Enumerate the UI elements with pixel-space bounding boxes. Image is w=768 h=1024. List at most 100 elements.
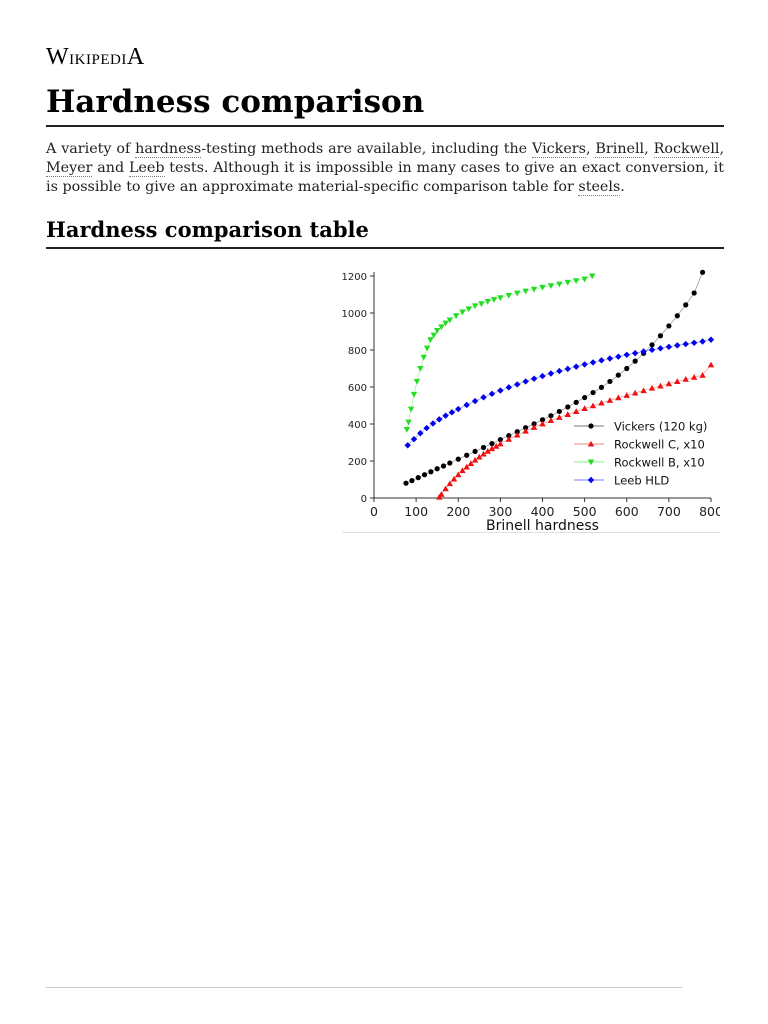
link-hardness[interactable]: hardness	[135, 141, 202, 158]
hardness-comparison-figure[interactable]: 0 100 200 300 400 500 600 700 800 0 200 400 600 800 10…	[342, 262, 723, 534]
figure-divider	[342, 532, 720, 533]
data-point	[465, 306, 472, 313]
link-meyer[interactable]: Meyer	[46, 160, 93, 177]
data-point	[573, 408, 580, 414]
data-point	[436, 416, 443, 423]
data-point	[484, 447, 491, 454]
data-point	[438, 324, 445, 331]
link-steels[interactable]: steels	[578, 179, 621, 196]
intro-text: ,	[585, 141, 596, 157]
data-point	[657, 382, 664, 389]
data-point	[476, 453, 483, 460]
data-point	[428, 469, 434, 475]
data-point	[523, 425, 529, 431]
data-point	[446, 480, 454, 487]
intro-text: A variety of	[46, 141, 136, 157]
data-point	[480, 450, 487, 457]
data-point	[589, 359, 597, 366]
y-tick-label: 1000	[342, 309, 367, 320]
data-point	[590, 389, 596, 396]
data-point	[573, 278, 580, 285]
x-tick-label: 300	[488, 504, 512, 519]
x-tick-label: 700	[657, 504, 681, 519]
data-point	[624, 365, 630, 372]
y-tick-label: 200	[348, 457, 367, 468]
intro-text: ,	[719, 141, 725, 157]
data-point	[440, 463, 447, 469]
data-point	[657, 345, 664, 352]
data-point	[539, 372, 546, 380]
data-point	[404, 442, 411, 449]
data-point	[459, 467, 466, 474]
data-point	[690, 339, 698, 346]
x-tick-label: 600	[615, 504, 639, 519]
legend-marker	[587, 440, 595, 447]
data-point	[514, 290, 521, 297]
page-title: Hardness comparison	[46, 84, 425, 120]
legend-label: Leeb HLD	[614, 474, 669, 488]
y-tick-label: 0	[361, 494, 367, 505]
data-point	[556, 414, 563, 420]
data-point	[522, 427, 529, 434]
data-point	[556, 408, 562, 415]
x-tick-label: 400	[531, 504, 555, 519]
data-point	[691, 290, 697, 296]
intro-text: .	[620, 179, 625, 195]
y-tick-label: 1200	[342, 272, 367, 283]
section-divider	[46, 247, 724, 249]
data-point	[471, 456, 479, 463]
data-point	[682, 376, 689, 382]
data-point	[564, 411, 571, 417]
data-point	[606, 355, 614, 362]
section-heading: Hardness comparison table	[46, 217, 369, 242]
data-point	[497, 387, 504, 394]
data-point	[497, 295, 504, 302]
data-point	[409, 478, 415, 484]
x-tick-label: 500	[573, 504, 597, 519]
data-point	[434, 466, 440, 472]
data-point	[506, 433, 512, 439]
data-point	[429, 420, 437, 427]
data-point	[447, 460, 453, 466]
link-brinell[interactable]: Brinell	[595, 141, 645, 158]
data-point	[505, 435, 512, 442]
legend-label: Rockwell C, x10	[614, 438, 705, 452]
data-point	[615, 394, 622, 401]
data-point	[615, 372, 621, 378]
data-point	[699, 338, 706, 345]
y-tick-label: 800	[348, 346, 367, 357]
link-vickers[interactable]: Vickers	[532, 141, 586, 158]
intro-text: tests. Although it is impossible in many…	[46, 160, 724, 195]
data-point	[547, 283, 555, 290]
data-point	[631, 349, 639, 357]
data-point	[582, 394, 588, 401]
data-point	[598, 357, 605, 364]
legend-marker	[588, 423, 594, 429]
data-point	[403, 426, 411, 433]
data-point	[452, 313, 460, 319]
data-point	[410, 391, 418, 398]
data-point	[631, 389, 639, 396]
data-point	[556, 281, 563, 288]
data-point	[699, 371, 706, 378]
data-point	[657, 333, 664, 339]
data-point	[674, 378, 681, 385]
y-tick-label: 600	[348, 383, 367, 394]
data-point	[492, 443, 500, 449]
link-leeb[interactable]: Leeb	[128, 160, 165, 177]
data-point	[442, 485, 449, 492]
data-point	[464, 452, 470, 458]
data-point	[415, 475, 421, 481]
data-point	[410, 435, 418, 443]
data-point	[455, 456, 461, 462]
data-point	[699, 269, 706, 275]
data-point	[648, 346, 656, 354]
data-point	[573, 363, 580, 370]
data-point	[539, 420, 546, 427]
data-point	[403, 480, 409, 486]
legend-marker	[587, 459, 595, 466]
link-rockwell[interactable]: Rockwell	[653, 141, 720, 158]
data-point	[539, 417, 546, 423]
data-point	[478, 301, 485, 307]
wikipedia-wordmark[interactable]: WikipediA	[46, 44, 145, 71]
